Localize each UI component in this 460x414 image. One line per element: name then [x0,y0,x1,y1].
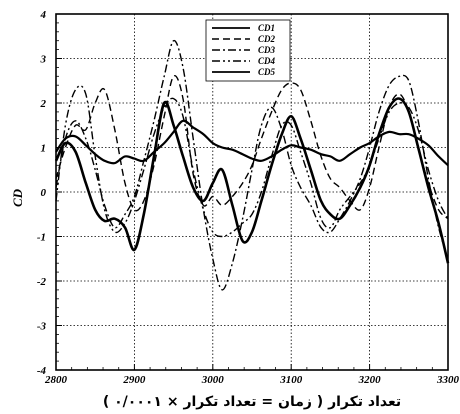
grid-lines [56,14,448,370]
x-tick-label: 3000 [201,374,225,386]
y-tick-label: -1 [37,232,46,244]
series-line-cd1 [55,119,449,167]
y-tick-label: 1 [41,143,47,155]
x-tick-label: 3200 [358,374,382,386]
y-axis-label: CD [10,188,25,207]
x-tick-label: 2800 [44,374,68,386]
x-tick-label: 2900 [122,374,146,386]
series-line-cd2 [55,75,449,220]
y-tick-label: -3 [37,321,47,333]
legend-label-cd5: CD5 [258,67,276,77]
series-line-cd4 [55,85,449,238]
legend-label-cd2: CD2 [258,34,276,44]
y-tick-label: 0 [41,187,47,199]
y-tick-label: -2 [37,276,47,288]
y-tick-label: 4 [40,9,47,21]
legend-label-cd3: CD3 [258,45,276,55]
series-line-cd5 [54,97,450,264]
x-axis-label: تعداد تکرار ( زمان = تعداد تکرار × ۰/۰۰۰… [103,394,401,410]
series-line-cd3 [55,39,449,291]
x-tick-label: 3300 [436,374,460,386]
axis-ticks: 2800 2900 3000 3100 3200 3300 -4 -3 -2 -1 0 1 2 3 4 [37,9,460,386]
series-lines [54,39,450,291]
y-tick-label: 2 [40,98,47,110]
legend-label-cd4: CD4 [258,56,276,66]
y-tick-label: 3 [40,54,47,66]
legend-label-cd1: CD1 [258,23,275,33]
y-tick-label: -4 [37,365,47,377]
x-tick-label: 3100 [279,374,303,386]
